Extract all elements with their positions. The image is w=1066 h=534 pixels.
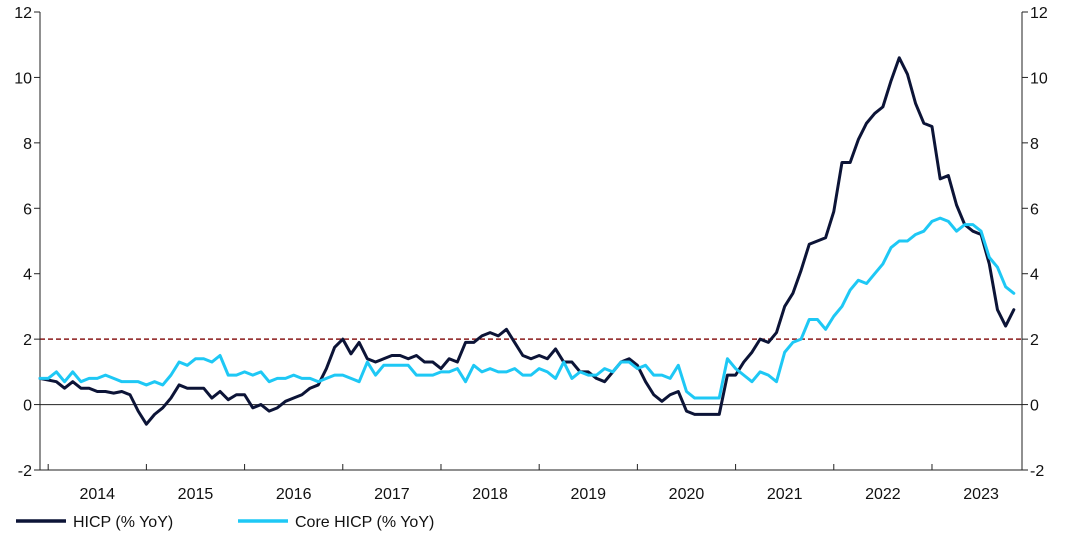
x-tick-label-2018: 2018 — [472, 486, 508, 503]
x-tick-label-2022: 2022 — [865, 486, 901, 503]
x-tick-label-2019: 2019 — [570, 486, 606, 503]
series-line-hicp — [38, 56, 1016, 426]
series-line-core-hicp — [38, 216, 1016, 400]
y-tick-label-right: 10 — [1030, 70, 1048, 87]
y-tick-label-right: 2 — [1030, 332, 1039, 349]
y-tick-label-right: 8 — [1030, 136, 1039, 153]
y-tick-label-right: 12 — [1030, 5, 1048, 22]
y-tick-label-left: 12 — [14, 5, 32, 22]
x-tick-label-2016: 2016 — [276, 486, 312, 503]
x-tick-label-2017: 2017 — [374, 486, 410, 503]
y-tick-label-left: 4 — [23, 267, 32, 284]
x-tick-label-2020: 2020 — [669, 486, 705, 503]
y-tick-label-left: 2 — [23, 332, 32, 349]
x-tick-label-2021: 2021 — [767, 486, 803, 503]
legend: HICP (% YoY) Core HICP (% YoY) — [16, 514, 434, 531]
y-tick-label-left: 8 — [23, 136, 32, 153]
y-tick-label-right: 6 — [1030, 201, 1039, 218]
x-tick-label-2015: 2015 — [178, 486, 214, 503]
y-tick-label-left: 10 — [14, 70, 32, 87]
tick-labels: -2 -2 0 0 2 2 4 4 6 6 8 8 10 10 12 12 2014 2015 2016 2017 20… — [14, 5, 1048, 503]
y-tick-label-right: 4 — [1030, 267, 1039, 284]
x-tick-label-2014: 2014 — [79, 486, 115, 503]
axes — [34, 11, 1028, 471]
y-tick-label-right: -2 — [1030, 463, 1044, 480]
y-tick-label-left: 6 — [23, 201, 32, 218]
x-tick-label-2023: 2023 — [963, 486, 999, 503]
legend-label-core-hicp: Core HICP (% YoY) — [295, 514, 434, 531]
y-tick-label-right: 0 — [1030, 398, 1039, 415]
legend-label-hicp: HICP (% YoY) — [73, 514, 173, 531]
y-tick-label-left: 0 — [23, 398, 32, 415]
y-tick-label-left: -2 — [18, 463, 32, 480]
series-layer — [38, 56, 1016, 426]
